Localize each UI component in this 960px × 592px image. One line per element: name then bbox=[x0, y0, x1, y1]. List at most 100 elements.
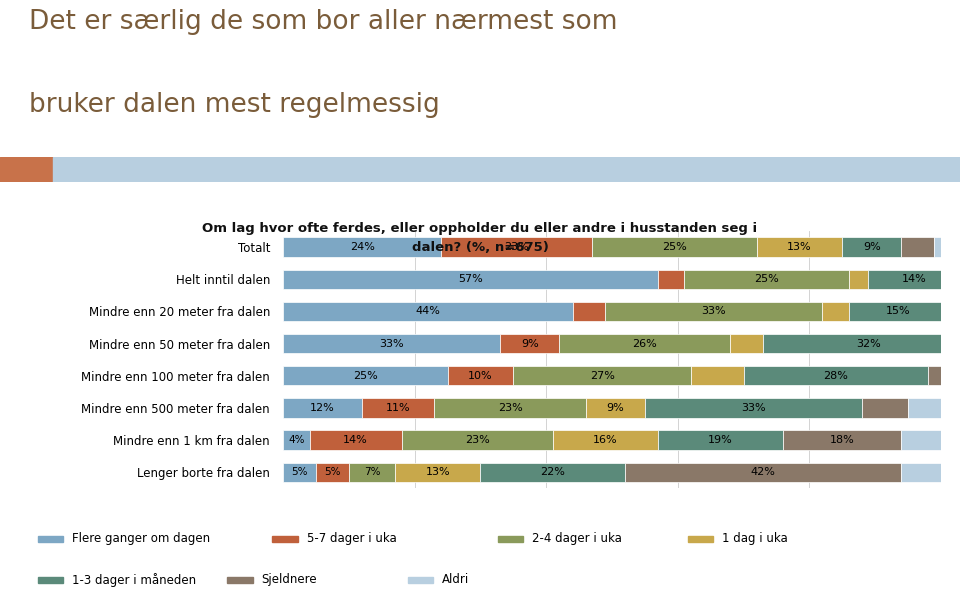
Bar bbox=[731, 334, 763, 353]
Text: 9%: 9% bbox=[521, 339, 539, 349]
Bar bbox=[606, 302, 823, 321]
Text: 12%: 12% bbox=[310, 403, 335, 413]
Text: 13%: 13% bbox=[425, 467, 450, 477]
Bar bbox=[658, 430, 783, 450]
Text: 26%: 26% bbox=[633, 339, 658, 349]
Text: Aldri: Aldri bbox=[443, 573, 469, 586]
Bar bbox=[842, 237, 901, 257]
Bar bbox=[0, 157, 53, 182]
Bar bbox=[849, 302, 948, 321]
Bar bbox=[309, 430, 401, 450]
Text: 16%: 16% bbox=[593, 435, 617, 445]
Bar bbox=[823, 302, 849, 321]
Text: 7%: 7% bbox=[364, 467, 380, 477]
Text: 5%: 5% bbox=[292, 467, 308, 477]
Text: 11%: 11% bbox=[386, 403, 411, 413]
Text: 1 dag i uka: 1 dag i uka bbox=[722, 532, 787, 545]
Bar bbox=[625, 463, 901, 482]
Text: 14%: 14% bbox=[343, 435, 368, 445]
Bar bbox=[756, 237, 842, 257]
Text: 19%: 19% bbox=[708, 435, 732, 445]
Text: 25%: 25% bbox=[662, 242, 686, 252]
Text: 23%: 23% bbox=[504, 242, 529, 252]
Bar bbox=[901, 237, 934, 257]
Bar bbox=[948, 302, 960, 321]
Bar bbox=[228, 577, 252, 583]
Bar bbox=[691, 366, 743, 385]
Bar bbox=[658, 269, 684, 289]
Text: 2-4 dager i uka: 2-4 dager i uka bbox=[533, 532, 622, 545]
Text: 23%: 23% bbox=[465, 435, 490, 445]
Text: 32%: 32% bbox=[856, 339, 881, 349]
Text: 15%: 15% bbox=[886, 306, 910, 316]
Bar bbox=[283, 366, 447, 385]
Text: 25%: 25% bbox=[353, 371, 378, 381]
Text: Det er særlig de som bor aller nærmest som: Det er særlig de som bor aller nærmest s… bbox=[29, 9, 617, 35]
Text: 33%: 33% bbox=[379, 339, 404, 349]
Bar bbox=[441, 237, 592, 257]
Bar bbox=[481, 463, 625, 482]
Text: bruker dalen mest regelmessig: bruker dalen mest regelmessig bbox=[29, 92, 440, 118]
Bar bbox=[901, 463, 941, 482]
Bar bbox=[283, 463, 316, 482]
Text: 10%: 10% bbox=[468, 371, 492, 381]
Bar bbox=[316, 463, 349, 482]
Bar bbox=[447, 366, 514, 385]
Bar bbox=[37, 577, 63, 583]
Text: Sjeldnere: Sjeldnere bbox=[262, 573, 317, 586]
Bar bbox=[763, 334, 960, 353]
Text: Flere ganger om dagen: Flere ganger om dagen bbox=[72, 532, 210, 545]
Bar bbox=[283, 334, 500, 353]
Text: 25%: 25% bbox=[755, 274, 779, 284]
Bar bbox=[514, 366, 691, 385]
Text: 9%: 9% bbox=[607, 403, 624, 413]
Bar bbox=[283, 237, 441, 257]
Bar bbox=[435, 398, 586, 417]
Text: 42%: 42% bbox=[751, 467, 776, 477]
Bar bbox=[362, 398, 435, 417]
Text: 44%: 44% bbox=[416, 306, 441, 316]
Bar bbox=[645, 398, 862, 417]
Text: 23%: 23% bbox=[497, 403, 522, 413]
Bar bbox=[283, 430, 309, 450]
Text: 13%: 13% bbox=[787, 242, 812, 252]
Bar bbox=[869, 269, 960, 289]
Bar bbox=[401, 430, 553, 450]
Text: 1-3 dager i måneden: 1-3 dager i måneden bbox=[72, 572, 196, 587]
Text: 9%: 9% bbox=[863, 242, 880, 252]
Bar bbox=[572, 302, 606, 321]
Bar bbox=[500, 334, 560, 353]
Bar bbox=[560, 334, 731, 353]
Bar bbox=[684, 269, 849, 289]
Text: 5-7 dager i uka: 5-7 dager i uka bbox=[307, 532, 396, 545]
Text: 27%: 27% bbox=[589, 371, 614, 381]
Bar bbox=[586, 398, 645, 417]
Bar bbox=[687, 536, 713, 542]
Text: 18%: 18% bbox=[829, 435, 854, 445]
Bar bbox=[498, 536, 523, 542]
Bar bbox=[283, 269, 658, 289]
Bar bbox=[408, 577, 433, 583]
Bar bbox=[283, 302, 572, 321]
Bar bbox=[934, 237, 941, 257]
Bar bbox=[37, 536, 63, 542]
Bar bbox=[927, 366, 960, 385]
Text: 5%: 5% bbox=[324, 467, 341, 477]
Bar bbox=[743, 366, 927, 385]
Bar bbox=[849, 269, 869, 289]
Text: 28%: 28% bbox=[823, 371, 848, 381]
Text: 57%: 57% bbox=[458, 274, 483, 284]
Bar bbox=[592, 237, 756, 257]
Bar bbox=[349, 463, 395, 482]
Text: 24%: 24% bbox=[349, 242, 374, 252]
Text: 33%: 33% bbox=[702, 306, 727, 316]
Bar bbox=[553, 430, 658, 450]
Text: Om lag hvor ofte ferdes, eller oppholder du eller andre i husstanden seg i
dalen: Om lag hvor ofte ferdes, eller oppholder… bbox=[203, 222, 757, 254]
Bar bbox=[783, 430, 901, 450]
Bar bbox=[395, 463, 480, 482]
Bar bbox=[273, 536, 298, 542]
Bar bbox=[862, 398, 908, 417]
Text: 4%: 4% bbox=[288, 435, 304, 445]
Bar bbox=[901, 430, 941, 450]
Bar bbox=[908, 398, 941, 417]
